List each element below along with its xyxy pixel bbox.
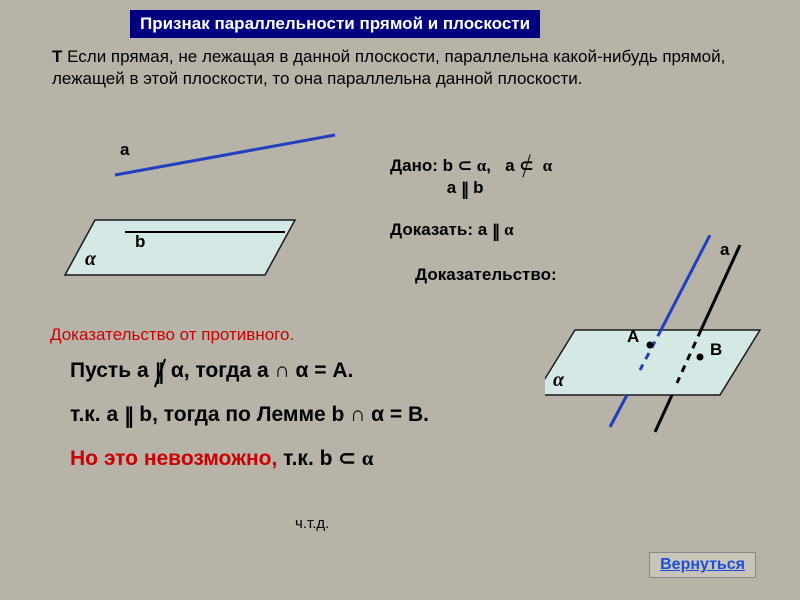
label-a-2: а	[720, 240, 729, 260]
given-parallel: a ∥ b	[447, 178, 484, 197]
point-A	[647, 342, 654, 349]
theorem-body: Если прямая, не лежащая в данной плоскос…	[52, 47, 725, 88]
label-B: В	[710, 340, 722, 360]
given-b: b	[443, 156, 453, 175]
given-a: а	[505, 156, 514, 175]
given-alpha1: α	[477, 156, 487, 175]
point-B	[697, 354, 704, 361]
prove-content: а ∥ α	[478, 220, 514, 239]
given-alpha2: α	[538, 156, 552, 175]
proof-line-2: т.к. а ∥ b, тогда по Лемме b ∩ α = В.	[70, 402, 429, 427]
proof-line-1: Пусть а ∥ α, тогда а ∩ α = А.	[70, 358, 353, 383]
diagram-proof: а А В α	[545, 235, 785, 445]
theorem-prefix: Т	[52, 47, 62, 66]
proof-header: Доказательство:	[415, 265, 557, 285]
label-alpha-2: α	[553, 369, 564, 392]
proof-method: Доказательство от противного.	[50, 325, 294, 345]
qed: ч.т.д.	[295, 515, 329, 532]
prove-block: Доказать: а ∥ α	[390, 220, 514, 240]
label-b: b	[135, 232, 145, 252]
line-b-bot	[655, 395, 672, 432]
given-label: Дано:	[390, 156, 438, 175]
given-block: Дано: b ⊂ α, а ⊂ α a ∥ b	[390, 155, 552, 199]
proof-line-3: Но это невозможно, т.к. b ⊂ α	[70, 446, 373, 471]
label-A: А	[627, 327, 639, 347]
diagram-given: а b α	[35, 120, 355, 290]
plane-alpha-2	[545, 330, 760, 395]
back-button[interactable]: Вернуться	[649, 552, 756, 578]
line-a	[115, 135, 335, 175]
proof-line-3-rest: т.к. b ⊂ α	[277, 447, 373, 470]
label-alpha: α	[85, 248, 96, 271]
not-subset-symbol: ⊂	[519, 155, 533, 177]
label-a: а	[120, 140, 129, 160]
line-a-top	[661, 235, 710, 330]
line-a-bot	[610, 395, 627, 427]
prove-label: Доказать:	[390, 220, 473, 239]
plane-alpha	[65, 220, 295, 275]
proof-line-3-red: Но это невозможно,	[70, 447, 277, 470]
theorem-text: Т Если прямая, не лежащая в данной плоск…	[52, 46, 780, 90]
slide-title: Признак параллельности прямой и плоскост…	[130, 10, 540, 38]
subset-symbol: ⊂	[458, 156, 472, 175]
